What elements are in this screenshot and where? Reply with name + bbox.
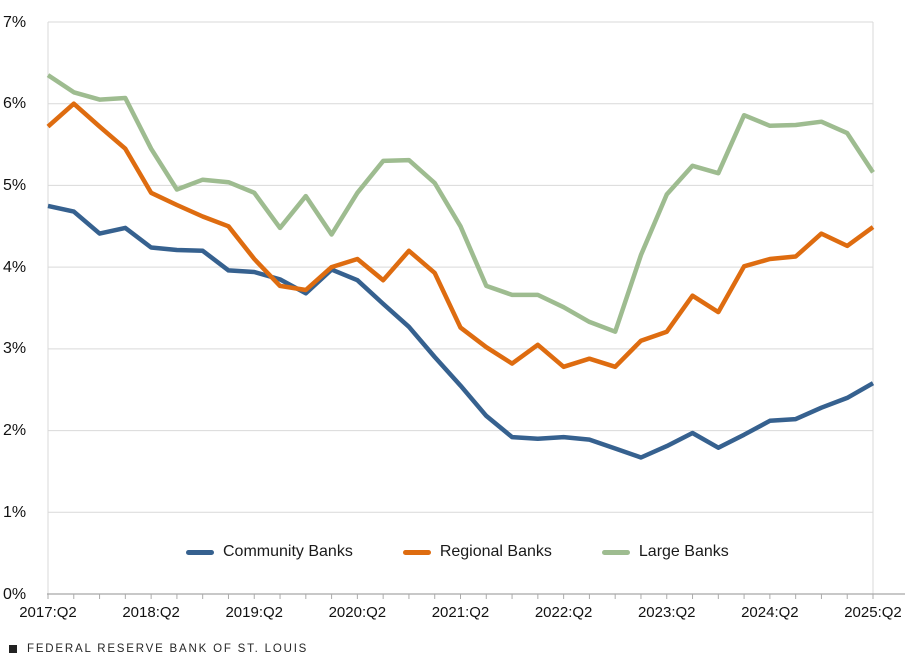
- x-tick-label-2022:Q2: 2022:Q2: [534, 604, 593, 621]
- x-tick-label-2019:Q2: 2019:Q2: [225, 604, 284, 621]
- source-label: FEDERAL RESERVE BANK OF ST. LOUIS: [27, 643, 309, 655]
- y-tick-label-3%: 3%: [3, 340, 27, 358]
- legend-swatch-icon: [186, 549, 214, 555]
- series-line-large-banks: [46, 73, 875, 334]
- legend-item-large-banks: Large Banks: [601, 543, 729, 561]
- legend-label: Community Banks: [223, 543, 353, 560]
- source-footer: FEDERAL RESERVE BANK OF ST. LOUIS: [9, 642, 308, 656]
- series-line-regional-banks: [46, 101, 875, 370]
- x-tick-label-2021:Q2: 2021:Q2: [431, 604, 490, 621]
- y-tick-label-0%: 0%: [3, 585, 27, 603]
- legend-swatch-icon: [402, 549, 431, 555]
- x-tick-label-2018:Q2: 2018:Q2: [122, 604, 180, 621]
- x-tick-label-2023:Q2: 2023:Q2: [637, 604, 696, 621]
- square-bullet-icon: [9, 645, 17, 653]
- y-tick-label-4%: 4%: [3, 258, 27, 276]
- x-tick-label-2017:Q2: 2017:Q2: [19, 604, 77, 621]
- legend-label: Regional Banks: [439, 543, 552, 560]
- legend-swatch-icon: [601, 549, 630, 555]
- legend: Community Banks Regional Banks Large Banks: [186, 540, 729, 564]
- series-line-community-banks: [47, 203, 875, 460]
- x-tick-label-2025:Q2: 2025:Q2: [844, 604, 902, 621]
- y-tick-label-6%: 6%: [3, 95, 27, 113]
- x-tick-label-2024:Q2: 2024:Q2: [741, 604, 799, 621]
- y-tick-label-2%: 2%: [3, 422, 27, 440]
- legend-label: Large Banks: [638, 543, 729, 560]
- y-tick-label-7%: 7%: [3, 13, 27, 31]
- y-tick-label-1%: 1%: [3, 503, 27, 521]
- x-tick-label-2020:Q2: 2020:Q2: [328, 604, 387, 621]
- legend-item-regional-banks: Regional Banks: [402, 543, 552, 561]
- y-tick-label-5%: 5%: [3, 176, 27, 194]
- legend-item-community-banks: Community Banks: [186, 543, 353, 561]
